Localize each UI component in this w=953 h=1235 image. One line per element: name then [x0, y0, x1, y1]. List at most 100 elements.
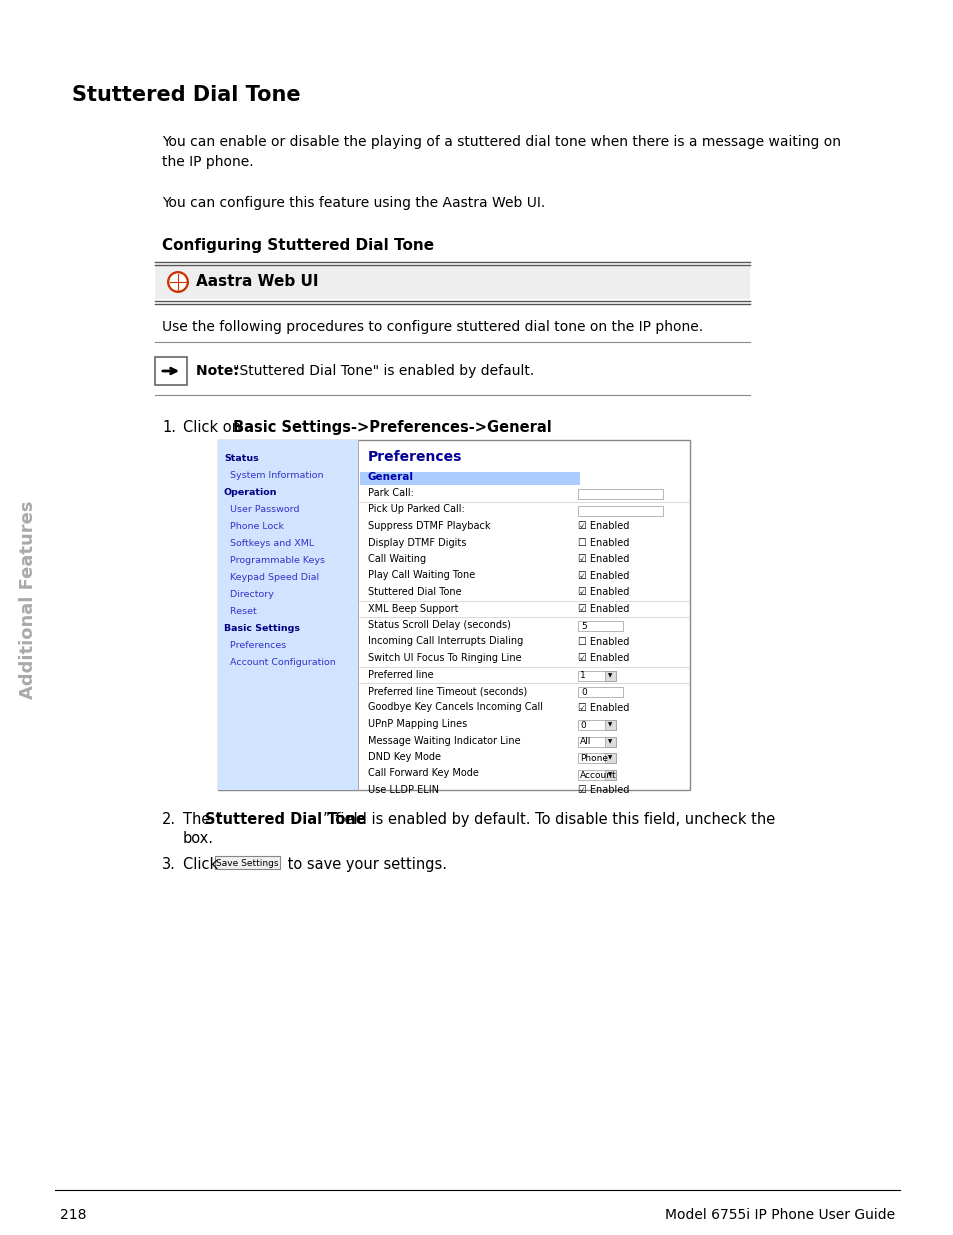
Text: ☑ Enabled: ☑ Enabled — [578, 653, 629, 663]
Text: You can configure this feature using the Aastra Web UI.: You can configure this feature using the… — [162, 196, 545, 210]
Text: Basic Settings: Basic Settings — [224, 624, 299, 634]
Text: to save your settings.: to save your settings. — [283, 857, 447, 872]
Bar — [218, 440, 689, 790]
Text: 3.: 3. — [162, 857, 175, 872]
Text: ☑ Enabled: ☑ Enabled — [578, 604, 629, 614]
Bar — [578, 720, 616, 730]
Bar — [578, 687, 622, 697]
Text: Softkeys and XML: Softkeys and XML — [224, 538, 314, 548]
Text: XML Beep Support: XML Beep Support — [368, 604, 458, 614]
Bar — [214, 856, 280, 869]
Text: Note:: Note: — [195, 364, 244, 378]
Text: Switch UI Focus To Ringing Line: Switch UI Focus To Ringing Line — [368, 653, 521, 663]
Text: Keypad Speed Dial: Keypad Speed Dial — [224, 573, 319, 582]
Text: ▼: ▼ — [607, 756, 612, 761]
Text: 1.: 1. — [162, 420, 175, 435]
Text: Preferred line: Preferred line — [368, 669, 434, 679]
Text: ☐ Enabled: ☐ Enabled — [578, 636, 629, 646]
Text: ▼: ▼ — [607, 772, 612, 777]
Text: All: All — [579, 737, 591, 746]
Text: Display DTMF Digits: Display DTMF Digits — [368, 537, 466, 547]
Bar — [578, 505, 662, 515]
Circle shape — [170, 274, 186, 290]
Text: ▼: ▼ — [607, 739, 612, 743]
Text: Account: Account — [579, 771, 616, 779]
Text: Configuring Stuttered Dial Tone: Configuring Stuttered Dial Tone — [162, 238, 434, 253]
Text: Reset: Reset — [224, 606, 256, 616]
Text: Save Settings: Save Settings — [215, 858, 278, 867]
Text: Incoming Call Interrupts Dialing: Incoming Call Interrupts Dialing — [368, 636, 522, 646]
Text: Pick Up Parked Call:: Pick Up Parked Call: — [368, 505, 464, 515]
Text: Use the following procedures to configure stuttered dial tone on the IP phone.: Use the following procedures to configur… — [162, 320, 702, 333]
Text: 0: 0 — [580, 688, 586, 697]
Text: the IP phone.: the IP phone. — [162, 156, 253, 169]
Text: ☑ Enabled: ☑ Enabled — [578, 785, 629, 795]
Text: Stuttered Dial Tone: Stuttered Dial Tone — [205, 811, 366, 827]
Text: ☐ Enabled: ☐ Enabled — [578, 537, 629, 547]
Bar — [604, 671, 616, 680]
Text: Call Waiting: Call Waiting — [368, 555, 426, 564]
Text: Use LLDP ELIN: Use LLDP ELIN — [368, 785, 438, 795]
Text: System Information: System Information — [224, 471, 323, 480]
Text: 5: 5 — [580, 622, 586, 631]
Text: Status Scroll Delay (seconds): Status Scroll Delay (seconds) — [368, 620, 511, 630]
Text: 0: 0 — [579, 721, 585, 730]
Bar — [578, 671, 616, 680]
Text: Directory: Directory — [224, 590, 274, 599]
Text: Goodbye Key Cancels Incoming Call: Goodbye Key Cancels Incoming Call — [368, 703, 542, 713]
Circle shape — [168, 272, 188, 291]
Text: 1: 1 — [579, 672, 585, 680]
Text: 218: 218 — [60, 1208, 87, 1221]
Text: Programmable Keys: Programmable Keys — [224, 556, 325, 564]
Text: Phone: Phone — [579, 755, 607, 763]
Text: Status: Status — [224, 454, 258, 463]
Bar — [604, 720, 616, 730]
Text: You can enable or disable the playing of a stuttered dial tone when there is a m: You can enable or disable the playing of… — [162, 135, 841, 149]
Text: .: . — [462, 420, 467, 435]
Text: Call Forward Key Mode: Call Forward Key Mode — [368, 768, 478, 778]
Text: Suppress DTMF Playback: Suppress DTMF Playback — [368, 521, 490, 531]
Text: Preferred line Timeout (seconds): Preferred line Timeout (seconds) — [368, 685, 527, 697]
Text: Phone Lock: Phone Lock — [224, 522, 284, 531]
Text: The “: The “ — [183, 811, 222, 827]
Text: Click: Click — [183, 857, 222, 872]
Text: Stuttered Dial Tone: Stuttered Dial Tone — [368, 587, 461, 597]
Text: Operation: Operation — [224, 488, 277, 496]
Text: Preferences: Preferences — [368, 450, 462, 464]
Text: ” field is enabled by default. To disable this field, uncheck the: ” field is enabled by default. To disabl… — [323, 811, 775, 827]
Text: "Stuttered Dial Tone" is enabled by default.: "Stuttered Dial Tone" is enabled by defa… — [233, 364, 534, 378]
Text: ▼: ▼ — [607, 722, 612, 727]
Bar — [578, 769, 616, 779]
Text: Message Waiting Indicator Line: Message Waiting Indicator Line — [368, 736, 520, 746]
Bar — [218, 440, 357, 790]
Text: Park Call:: Park Call: — [368, 488, 414, 498]
Text: ▼: ▼ — [607, 673, 612, 678]
Text: ☑ Enabled: ☑ Enabled — [578, 521, 629, 531]
Text: Aastra Web UI: Aastra Web UI — [195, 274, 318, 289]
Text: General: General — [368, 472, 414, 482]
Text: Click on: Click on — [183, 420, 245, 435]
Text: DND Key Mode: DND Key Mode — [368, 752, 440, 762]
Text: Account Configuration: Account Configuration — [224, 658, 335, 667]
Text: ☑ Enabled: ☑ Enabled — [578, 587, 629, 597]
Text: Basic Settings->Preferences->General: Basic Settings->Preferences->General — [233, 420, 551, 435]
Bar — [578, 736, 616, 746]
Text: Model 6755i IP Phone User Guide: Model 6755i IP Phone User Guide — [664, 1208, 894, 1221]
Text: ☑ Enabled: ☑ Enabled — [578, 555, 629, 564]
Bar — [604, 736, 616, 746]
Text: box.: box. — [183, 831, 213, 846]
Bar — [578, 621, 622, 631]
Bar — [604, 769, 616, 779]
Bar — [359, 472, 579, 485]
Bar — [154, 357, 187, 385]
Text: Additional Features: Additional Features — [19, 500, 37, 699]
Bar — [604, 753, 616, 763]
Bar — [578, 753, 616, 763]
Text: Stuttered Dial Tone: Stuttered Dial Tone — [71, 85, 300, 105]
Text: ☑ Enabled: ☑ Enabled — [578, 571, 629, 580]
Text: ☑ Enabled: ☑ Enabled — [578, 703, 629, 713]
Text: UPnP Mapping Lines: UPnP Mapping Lines — [368, 719, 467, 729]
Text: Preferences: Preferences — [224, 641, 286, 650]
Bar — [578, 489, 662, 499]
Bar — [154, 266, 749, 299]
